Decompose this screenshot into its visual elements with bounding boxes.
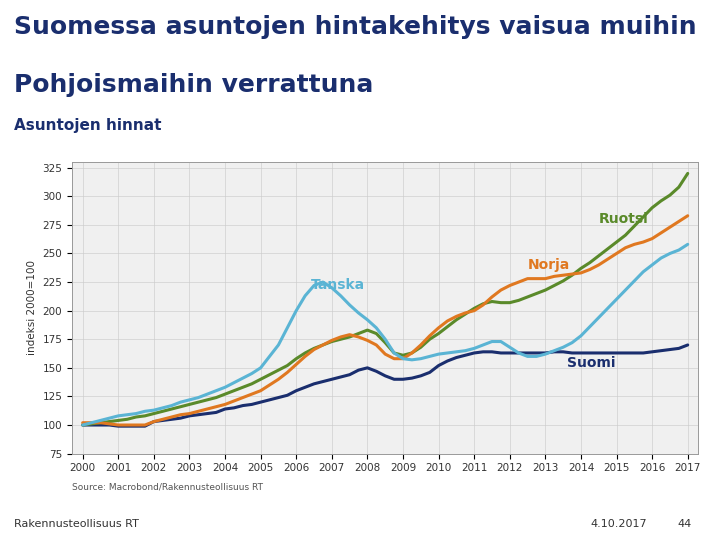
Text: 4.10.2017: 4.10.2017	[590, 519, 647, 529]
Text: Suomi: Suomi	[567, 356, 615, 370]
Text: Asuntojen hinnat: Asuntojen hinnat	[14, 118, 162, 133]
Text: Pohjoismaihin verrattuna: Pohjoismaihin verrattuna	[14, 72, 374, 97]
Text: Tanska: Tanska	[310, 278, 364, 292]
Text: Ruotsi: Ruotsi	[599, 212, 649, 226]
Text: Norja: Norja	[528, 258, 570, 272]
Text: Suomessa asuntojen hintakehitys vaisua muihin: Suomessa asuntojen hintakehitys vaisua m…	[14, 15, 697, 39]
Text: 44: 44	[677, 519, 691, 529]
Text: Rakennusteollisuus RT: Rakennusteollisuus RT	[14, 519, 139, 529]
Y-axis label: indeksi 2000=100: indeksi 2000=100	[27, 260, 37, 355]
Text: Source: Macrobond/Rakennusteollisuus RT: Source: Macrobond/Rakennusteollisuus RT	[72, 482, 263, 491]
